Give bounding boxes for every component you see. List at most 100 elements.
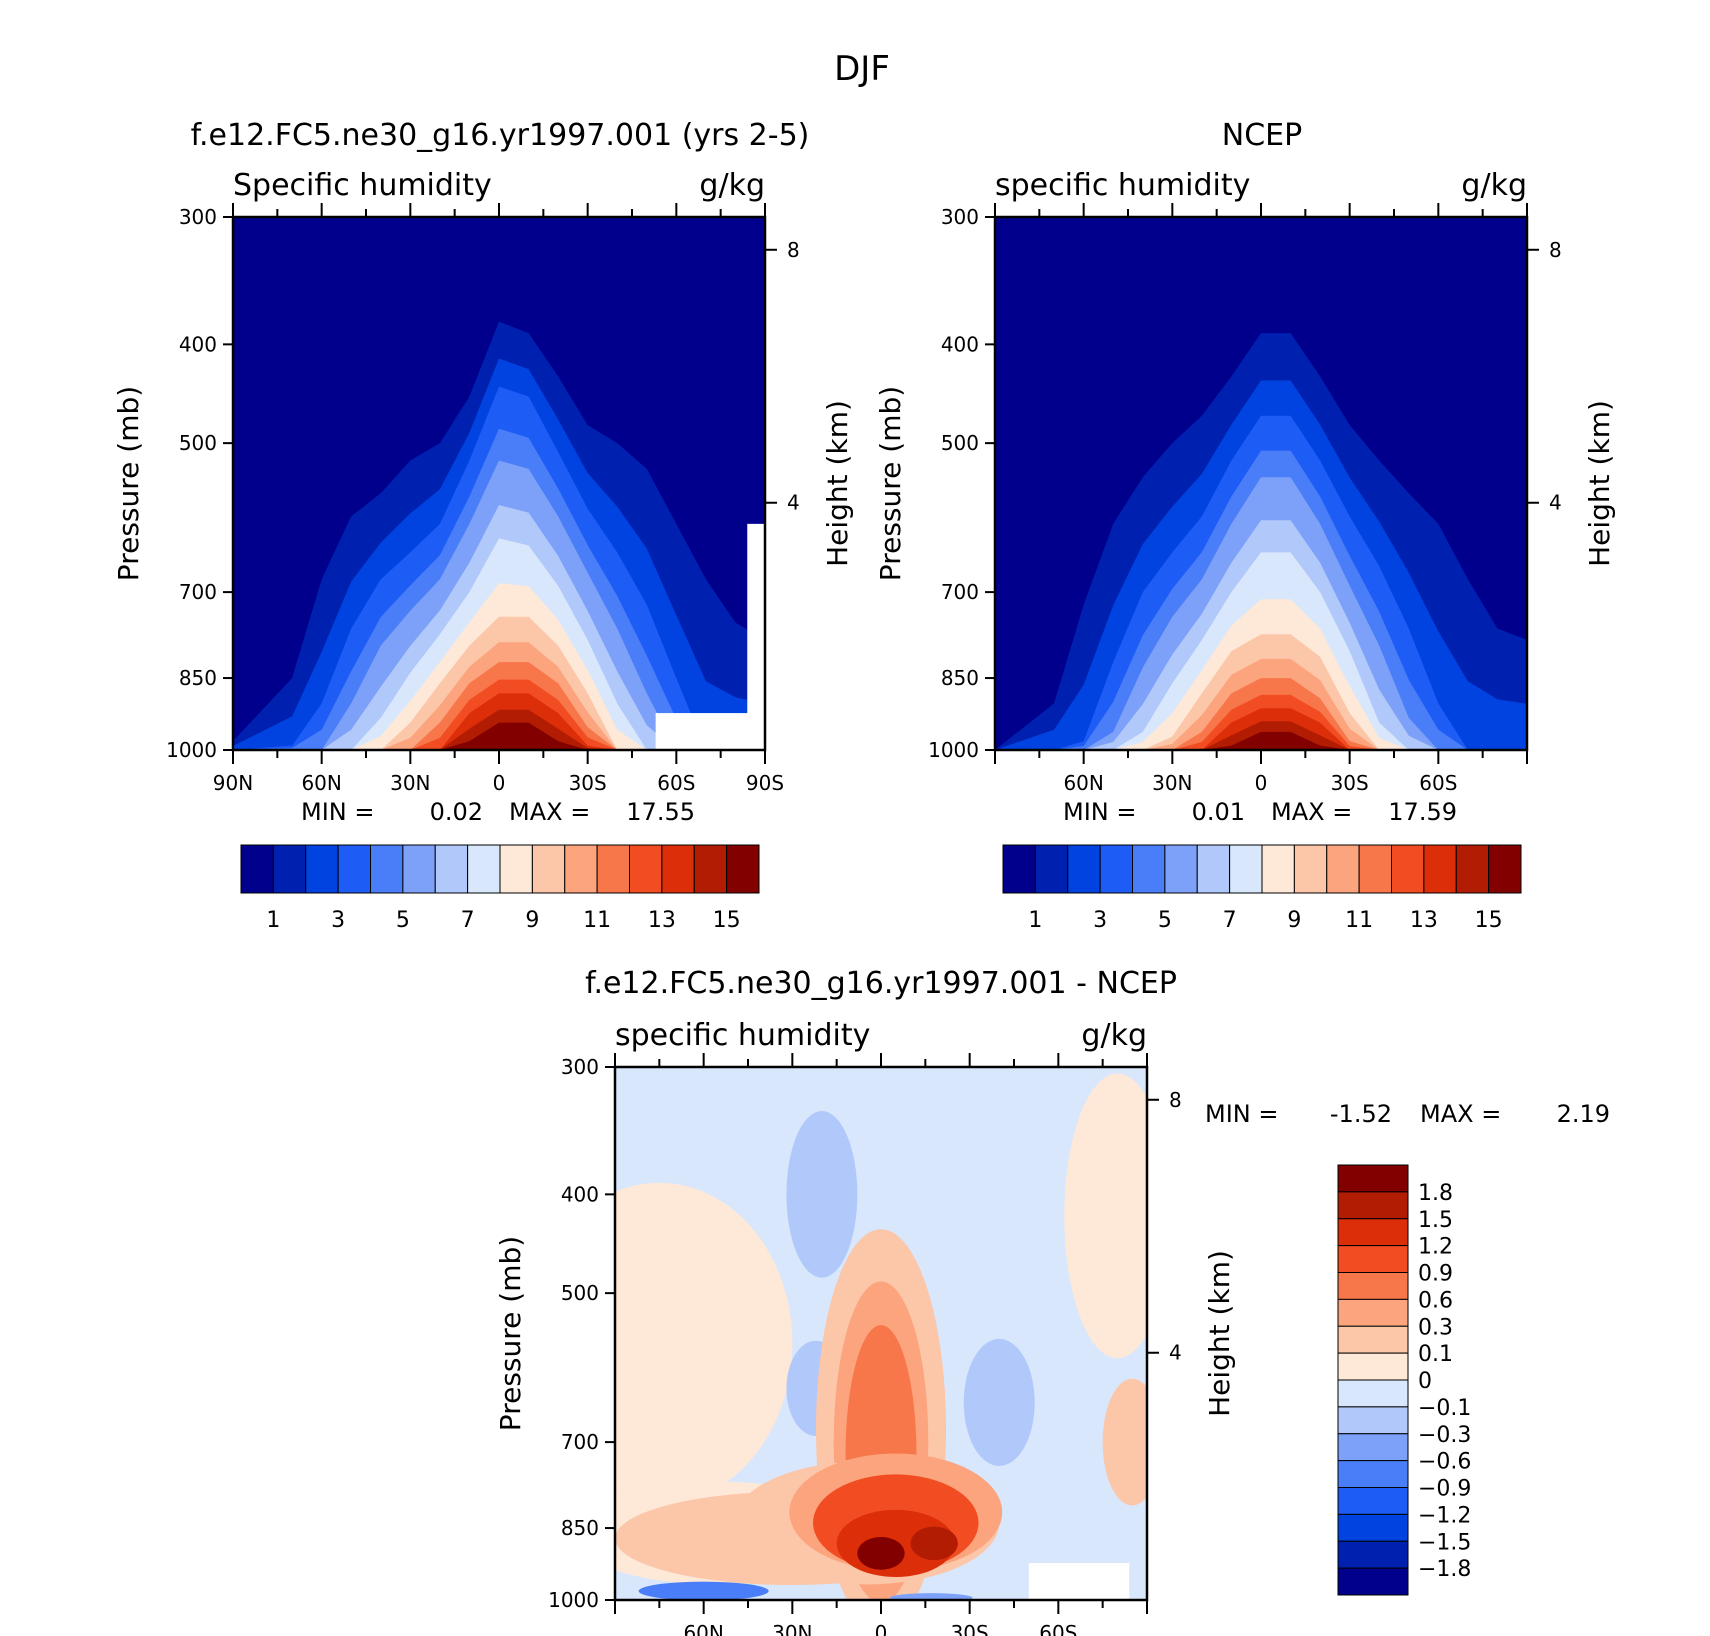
contour-fill (995, 217, 1527, 750)
colorbar-swatch (1423, 844, 1457, 894)
colorbar-swatch (337, 844, 371, 894)
colorbar-swatch (1337, 1487, 1409, 1515)
colorbar-label: 7 (461, 908, 475, 933)
min-value: 0.02 (430, 798, 483, 826)
colorbar-swatch (726, 844, 760, 894)
colorbar-swatch (272, 844, 307, 894)
min-value: 0.01 (1192, 798, 1245, 826)
x-tick-label: 90N (213, 771, 253, 795)
height-tick-label: 4 (1169, 1341, 1182, 1365)
y-tick-label: 1000 (166, 738, 217, 762)
height-tick-label: 8 (1169, 1088, 1182, 1112)
colorbar-label: 5 (396, 908, 410, 933)
contour-blob (910, 1526, 958, 1561)
colorbar-label: 0.6 (1418, 1288, 1453, 1313)
min-value: -1.52 (1330, 1100, 1392, 1128)
colorbar-swatch (1337, 1218, 1409, 1247)
colorbar-swatch (564, 844, 598, 894)
y-tick-label: 300 (179, 205, 217, 229)
colorbar-swatch (1293, 844, 1328, 894)
colorbar-swatch (1164, 844, 1198, 894)
margin-mask (0, 1007, 615, 1636)
colorbar-swatch (1067, 844, 1101, 894)
x-tick-label: 30N (1152, 771, 1192, 795)
colorbar-label: 1.8 (1418, 1181, 1453, 1206)
y-tick-label: 700 (561, 1430, 599, 1454)
contour-blob (786, 1110, 858, 1278)
topography-mask (655, 713, 765, 750)
panel-model: f.e12.FC5.ne30_g16.yr1997.001 (yrs 2-5) S… (112, 118, 854, 826)
variable-label: specific humidity (615, 1018, 870, 1053)
x-tick-label: 0 (493, 771, 506, 795)
colorbar-label: −1.8 (1418, 1557, 1471, 1582)
figure-title: DJF (834, 49, 890, 89)
colorbar-swatch (1391, 844, 1425, 894)
y-axis-right-label: Height (km) (1583, 400, 1616, 567)
panel-title: f.e12.FC5.ne30_g16.yr1997.001 (yrs 2-5) (191, 118, 810, 153)
colorbar-swatch (1358, 844, 1392, 894)
colorbar-label: 0.3 (1418, 1315, 1453, 1340)
colorbar-label: 1.2 (1418, 1235, 1453, 1260)
colorbar-label: −1.5 (1418, 1530, 1471, 1555)
y-axis-label: Pressure (mb) (494, 1236, 527, 1431)
x-tick-label: 60S (657, 771, 695, 795)
panel-title: NCEP (1222, 118, 1302, 153)
units-label: g/kg (1081, 1018, 1147, 1053)
y-axis-right-label: Height (km) (821, 400, 854, 567)
colorbar-swatch (467, 844, 501, 894)
colorbar: 1 3 5 7 9 11 13 15 (240, 844, 760, 933)
height-tick-label: 4 (787, 491, 800, 515)
colorbar-label: 0.1 (1418, 1342, 1453, 1367)
colorbar-label: 9 (1287, 908, 1301, 933)
height-tick-label: 8 (1549, 238, 1562, 262)
colorbar-swatch (1337, 1379, 1409, 1408)
y-axis-right-label: Height (km) (1203, 1250, 1236, 1417)
colorbar-swatch (1488, 844, 1522, 894)
x-tick-label: 0 (1255, 771, 1268, 795)
margin-mask (1147, 1007, 1297, 1636)
units-label: g/kg (699, 168, 765, 203)
y-tick-label: 500 (179, 431, 217, 455)
contour-blob (857, 1536, 905, 1570)
y-tick-label: 300 (561, 1055, 599, 1079)
colorbar-swatch (1229, 844, 1263, 894)
colorbar-swatch (531, 844, 566, 894)
colorbar-label: 0 (1418, 1369, 1432, 1394)
panel-title: f.e12.FC5.ne30_g16.yr1997.001 - NCEP (585, 966, 1177, 1001)
max-label: MAX = (509, 798, 590, 826)
colorbar-label: 1 (1028, 908, 1042, 933)
colorbar-swatch (661, 844, 695, 894)
panel-diff: f.e12.FC5.ne30_g16.yr1997.001 - NCEP spec… (494, 966, 1610, 1636)
colorbar-label: 13 (1410, 908, 1438, 933)
y-tick-label: 1000 (928, 738, 979, 762)
max-value: 17.59 (1388, 798, 1457, 826)
min-label: MIN = (1063, 798, 1136, 826)
contour-band-15 (233, 722, 765, 750)
max-value: 2.19 (1557, 1100, 1610, 1128)
colorbar: 1 3 5 7 9 11 13 15 (1002, 844, 1522, 933)
colorbar-swatch (693, 844, 728, 894)
colorbar: 1.81.51.20.90.60.30.10−0.1−0.3−0.6−0.9−1… (1337, 1164, 1471, 1596)
colorbar-label: −1.2 (1418, 1503, 1471, 1528)
x-tick-label: 90S (746, 771, 784, 795)
contour-fill (233, 217, 765, 750)
colorbar-swatch (629, 844, 663, 894)
colorbar-label: 15 (1475, 908, 1503, 933)
y-axis-label: Pressure (mb) (874, 386, 907, 581)
colorbar-label: 11 (1345, 908, 1373, 933)
colorbar-swatch (1337, 1540, 1409, 1569)
colorbar-label: 1.5 (1418, 1208, 1453, 1233)
colorbar-swatch (305, 844, 339, 894)
x-tick-label: 30N (772, 1621, 812, 1636)
colorbar-label: 7 (1223, 908, 1237, 933)
colorbar-swatch (1337, 1245, 1409, 1273)
colorbar-swatch (402, 844, 436, 894)
x-tick-label: 0 (875, 1621, 888, 1636)
colorbar-label: −0.9 (1418, 1477, 1471, 1502)
topography-mask (1028, 1563, 1130, 1600)
topography-mask (747, 523, 765, 750)
colorbar-label: 13 (648, 908, 676, 933)
x-tick-label: 30N (390, 771, 430, 795)
x-tick-label: 60S (1419, 771, 1457, 795)
